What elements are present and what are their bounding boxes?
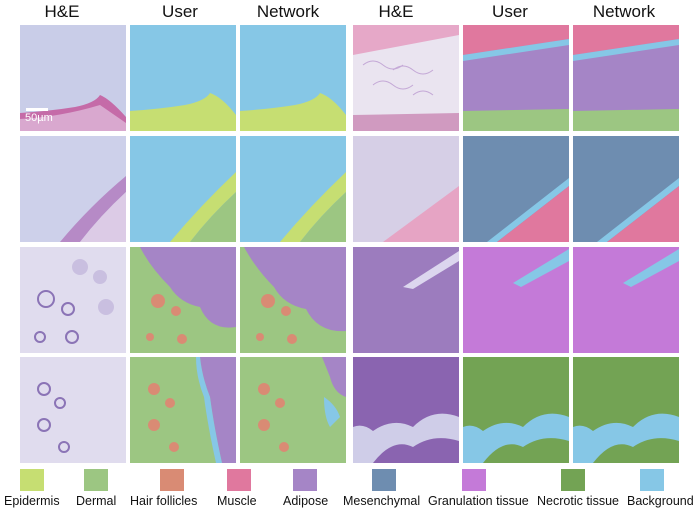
legend-label-muscle: Muscle [217,494,257,508]
user-tile-r1-right [463,25,569,131]
scale-bar-label: 50µm [25,112,53,124]
network-tile-r1-left [240,25,346,131]
column-header-user-right: User [492,2,528,21]
network-tile-r4-left [240,357,346,463]
he-tile-r2-left [20,136,126,242]
he-tile-r4-left [20,357,126,463]
user-tile-r4-right [463,357,569,463]
network-tile-r2-right [573,136,679,242]
user-tile-r1-left [130,25,236,131]
legend-label-adipose: Adipose [283,494,329,508]
column-header-network-left: Network [256,2,320,21]
legend-swatch-dermal [84,469,108,491]
network-tile-r4-right [573,357,679,463]
legend-swatch-muscle [227,469,251,491]
legend-label-background: Background [627,494,694,508]
network-tile-r3-left [240,247,346,353]
legend-label-hair-follicles: Hair follicles [130,494,198,508]
column-header-network-right: Network [592,2,656,21]
network-tile-r2-left [240,136,346,242]
user-tile-r4-left [130,357,236,463]
network-tile-r1-right [573,25,679,131]
legend-label-mesenchymal: Mesenchymal [343,494,421,508]
he-tile-r1-right [353,25,459,131]
legend-swatch-necrotic [561,469,585,491]
legend-swatch-mesenchymal [372,469,396,491]
he-tile-r3-left [20,247,126,353]
legend-label-dermal: Dermal [76,494,117,508]
legend-swatch-adipose [293,469,317,491]
he-tile-r2-right [353,136,459,242]
user-tile-r3-left [130,247,236,353]
he-tile-r1-left [20,25,126,131]
legend-swatch-hair-follicles [160,469,184,491]
legend-swatch-granulation [462,469,486,491]
legend-label-necrotic: Necrotic tissue [537,494,619,508]
column-header-user-left: User [162,2,198,21]
legend-label-epidermis: Epidermis [4,494,60,508]
scale-bar [26,108,48,111]
column-header-he-left: H&E [44,2,80,21]
legend-swatch-background [640,469,664,491]
legend-swatch-epidermis [20,469,44,491]
he-tile-r4-right [353,357,459,463]
column-header-he-right: H&E [378,2,414,21]
legend-label-granulation: Granulation tissue [428,494,529,508]
user-tile-r2-right [463,136,569,242]
he-tile-r3-right [353,247,459,353]
user-tile-r2-left [130,136,236,242]
network-tile-r3-right [573,247,679,353]
user-tile-r3-right [463,247,569,353]
